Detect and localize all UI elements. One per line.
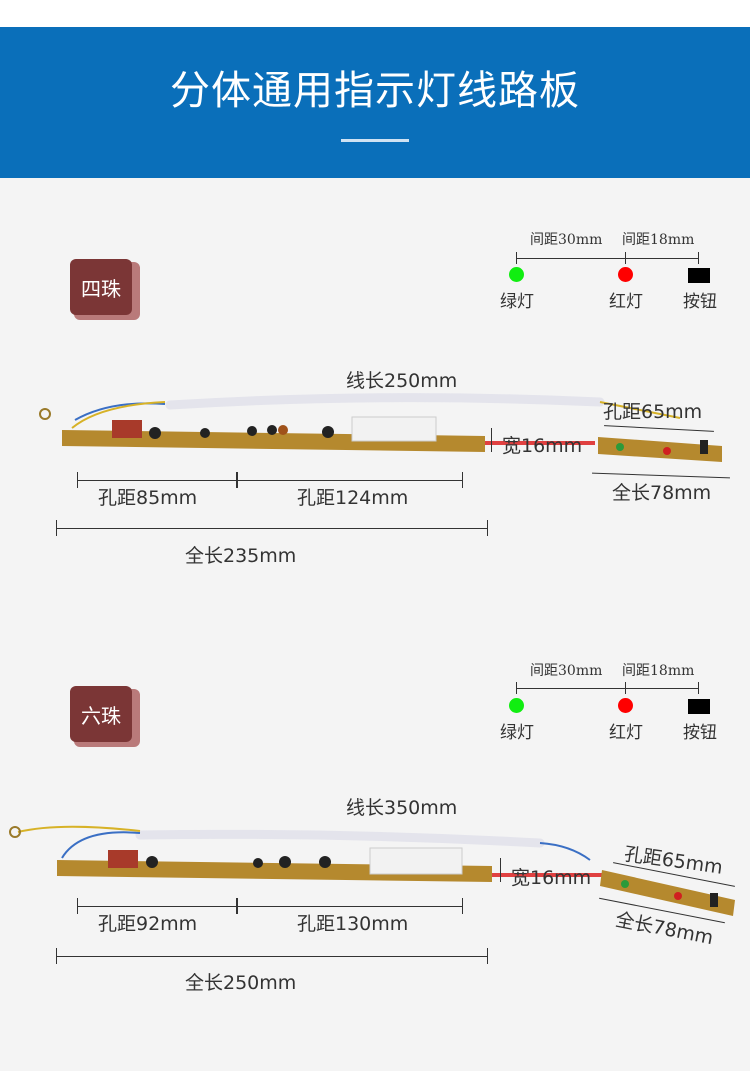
green-led-icon: [509, 698, 524, 713]
red-label: 红灯: [609, 292, 643, 312]
tick: [56, 520, 57, 536]
tick: [77, 472, 78, 488]
tick: [625, 252, 626, 264]
page-title: 分体通用指示灯线路板: [170, 68, 580, 114]
dimension-line: [77, 480, 463, 481]
hole-b-label: 孔距130mm: [297, 913, 409, 935]
green-label: 绿灯: [500, 292, 534, 312]
red-label: 红灯: [609, 723, 643, 743]
hole-b-label: 孔距124mm: [297, 487, 409, 509]
tick: [462, 472, 463, 488]
top-margin: [0, 0, 750, 27]
tick: [698, 252, 699, 264]
total-length-label: 全长235mm: [185, 545, 297, 567]
tick: [77, 898, 78, 914]
spacing-label: 间距30mm: [530, 232, 603, 248]
dimension-line: [56, 956, 488, 957]
tick: [236, 472, 238, 488]
wire-length-label: 线长250mm: [346, 370, 458, 392]
button-label: 按钮: [683, 723, 717, 743]
tick: [516, 682, 517, 694]
red-led-icon: [618, 267, 633, 282]
header-banner: [0, 27, 750, 178]
dimension-line: [56, 528, 488, 529]
red-led-icon: [618, 698, 633, 713]
width-label: 宽16mm: [502, 435, 583, 457]
total-length-label: 全长250mm: [185, 972, 297, 994]
tick: [487, 948, 488, 964]
len-small-label: 全长78mm: [612, 482, 712, 504]
button-icon: [688, 268, 710, 283]
green-led-icon: [509, 267, 524, 282]
wire-length-label: 线长350mm: [346, 797, 458, 819]
badge: 六珠: [70, 686, 132, 742]
button-icon: [688, 699, 710, 714]
button-label: 按钮: [683, 292, 717, 312]
tick: [698, 682, 699, 694]
spacing-label: 间距30mm: [530, 663, 603, 679]
dimension-line: [77, 906, 463, 907]
title-underline: [341, 139, 409, 142]
badge: 四珠: [70, 259, 132, 315]
width-bracket: [500, 858, 501, 882]
spacing-label: 间距18mm: [622, 232, 695, 248]
tick: [56, 948, 57, 964]
dimension-line: [516, 258, 698, 259]
hole-a-label: 孔距85mm: [98, 487, 198, 509]
hole-a-label: 孔距92mm: [98, 913, 198, 935]
tick: [236, 898, 238, 914]
tick: [462, 898, 463, 914]
tick: [625, 682, 626, 694]
spacing-label: 间距18mm: [622, 663, 695, 679]
dimension-line: [516, 688, 698, 689]
width-bracket: [491, 428, 492, 452]
hole-small-label: 孔距65mm: [603, 401, 703, 423]
width-label: 宽16mm: [511, 867, 592, 889]
green-label: 绿灯: [500, 723, 534, 743]
tick: [516, 252, 517, 264]
tick: [487, 520, 488, 536]
